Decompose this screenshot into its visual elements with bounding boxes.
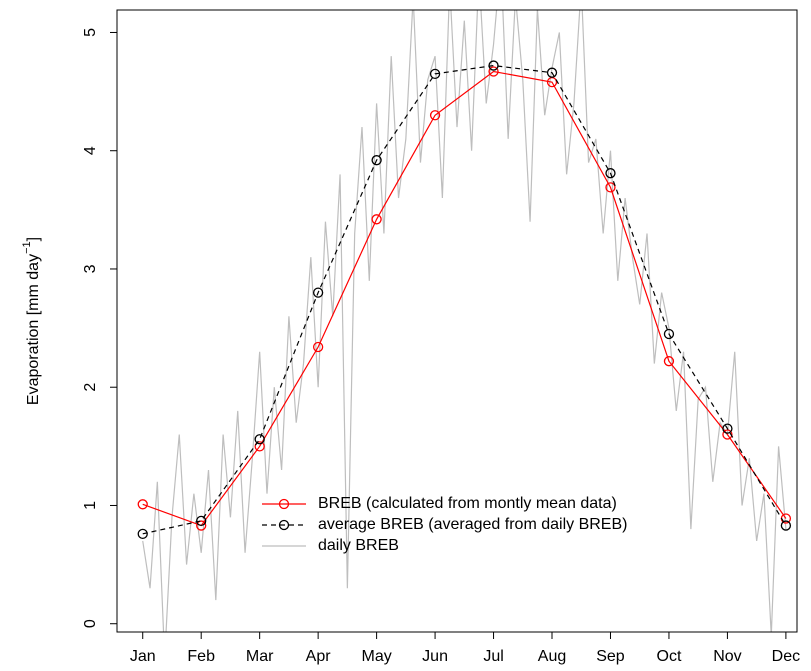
data-point xyxy=(196,520,207,531)
legend-marker xyxy=(278,498,290,510)
y-tick-label: 3 xyxy=(82,264,99,273)
x-tick-label: Mar xyxy=(246,648,274,665)
data-point xyxy=(254,441,265,452)
y-tick-label: 4 xyxy=(82,146,99,155)
data-point xyxy=(254,434,265,445)
x-tick-label: Nov xyxy=(713,648,741,665)
x-tick-label: Jan xyxy=(130,648,156,665)
y-tick-label: 1 xyxy=(82,501,99,510)
y-tick-label: 0 xyxy=(82,619,99,628)
data-point xyxy=(429,68,441,80)
data-point xyxy=(312,341,324,353)
y-axis-label: Evaporation [mm day−1] xyxy=(21,237,42,405)
data-point xyxy=(663,356,675,367)
x-tick-label: Sep xyxy=(596,648,625,665)
data-point xyxy=(429,110,441,121)
plot-area xyxy=(137,10,792,632)
x-tick-label: Oct xyxy=(657,648,682,665)
y-tick-label: 2 xyxy=(82,383,99,392)
data-point xyxy=(371,155,382,166)
data-point xyxy=(605,168,616,179)
data-point xyxy=(488,66,499,77)
series-line xyxy=(142,10,787,632)
data-point xyxy=(722,429,733,440)
y-label-sup: −1 xyxy=(21,241,33,254)
x-tick-label: Dec xyxy=(772,648,800,665)
plot-frame xyxy=(116,9,798,633)
data-point xyxy=(371,214,382,225)
data-point xyxy=(137,528,148,540)
data-point xyxy=(312,287,324,298)
x-tick-label: Jun xyxy=(422,648,448,665)
x-tick-label: Feb xyxy=(187,648,215,665)
y-label-text: Evaporation [mm day xyxy=(25,254,42,405)
data-point xyxy=(605,182,616,193)
series-line xyxy=(142,70,787,527)
x-tick-label: Jul xyxy=(483,648,503,665)
data-point xyxy=(196,515,207,526)
y-tick-label: 5 xyxy=(82,28,99,37)
x-tick-label: Aug xyxy=(538,648,566,665)
data-point xyxy=(488,60,499,71)
x-tick-label: May xyxy=(361,648,391,665)
data-point xyxy=(722,423,733,434)
data-point xyxy=(780,520,792,531)
data-point xyxy=(663,328,675,340)
legend-label: daily BREB xyxy=(318,537,399,554)
y-label-end: ] xyxy=(25,237,42,241)
legend-label: BREB (calculated from montly mean data) xyxy=(318,495,617,512)
data-point xyxy=(546,67,558,78)
legend-label: average BREB (averaged from daily BREB) xyxy=(318,516,627,533)
x-tick-label: Apr xyxy=(306,648,332,665)
data-point xyxy=(137,499,148,510)
legend-marker xyxy=(278,519,290,531)
series-line xyxy=(142,64,787,535)
